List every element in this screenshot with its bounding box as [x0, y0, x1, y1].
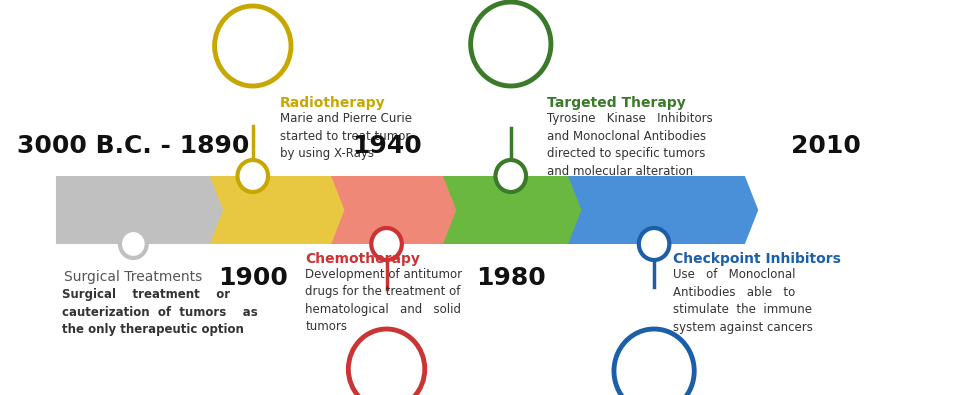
Circle shape — [214, 6, 291, 86]
Circle shape — [237, 160, 268, 192]
Text: 1980: 1980 — [476, 266, 545, 290]
Circle shape — [614, 329, 694, 395]
Circle shape — [639, 228, 669, 260]
Text: 2010: 2010 — [791, 134, 861, 158]
Polygon shape — [568, 176, 758, 244]
Text: Targeted Therapy: Targeted Therapy — [547, 96, 686, 110]
Polygon shape — [331, 176, 464, 244]
Text: 3000 B.C. - 1890: 3000 B.C. - 1890 — [17, 134, 250, 158]
Text: Surgical    treatment    or
cauterization  of  tumors    as
the only therapeutic: Surgical treatment or cauterization of t… — [61, 288, 257, 336]
Text: Surgical Treatments: Surgical Treatments — [64, 270, 203, 284]
Circle shape — [496, 160, 526, 192]
Text: Checkpoint Inhibitors: Checkpoint Inhibitors — [673, 252, 841, 266]
Polygon shape — [56, 176, 231, 244]
Polygon shape — [443, 176, 590, 244]
Text: Development of antitumor
drugs for the treatment of
hematological   and   solid
: Development of antitumor drugs for the t… — [305, 268, 462, 333]
Circle shape — [371, 228, 402, 260]
Text: 1940: 1940 — [351, 134, 421, 158]
Circle shape — [120, 230, 146, 258]
Text: Tyrosine   Kinase   Inhibitors
and Monoclonal Antibodies
directed to specific tu: Tyrosine Kinase Inhibitors and Monoclona… — [547, 112, 713, 177]
Text: Marie and Pierre Curie
started to treat tumor
by using X-Rays: Marie and Pierre Curie started to treat … — [279, 112, 412, 160]
Circle shape — [348, 329, 425, 395]
Polygon shape — [210, 176, 352, 244]
Text: Chemotherapy: Chemotherapy — [305, 252, 420, 266]
Text: Radiotherapy: Radiotherapy — [279, 96, 385, 110]
Text: Use   of   Monoclonal
Antibodies   able   to
stimulate  the  immune
system again: Use of Monoclonal Antibodies able to sti… — [673, 268, 813, 333]
Text: 1900: 1900 — [218, 266, 288, 290]
Circle shape — [471, 2, 551, 86]
